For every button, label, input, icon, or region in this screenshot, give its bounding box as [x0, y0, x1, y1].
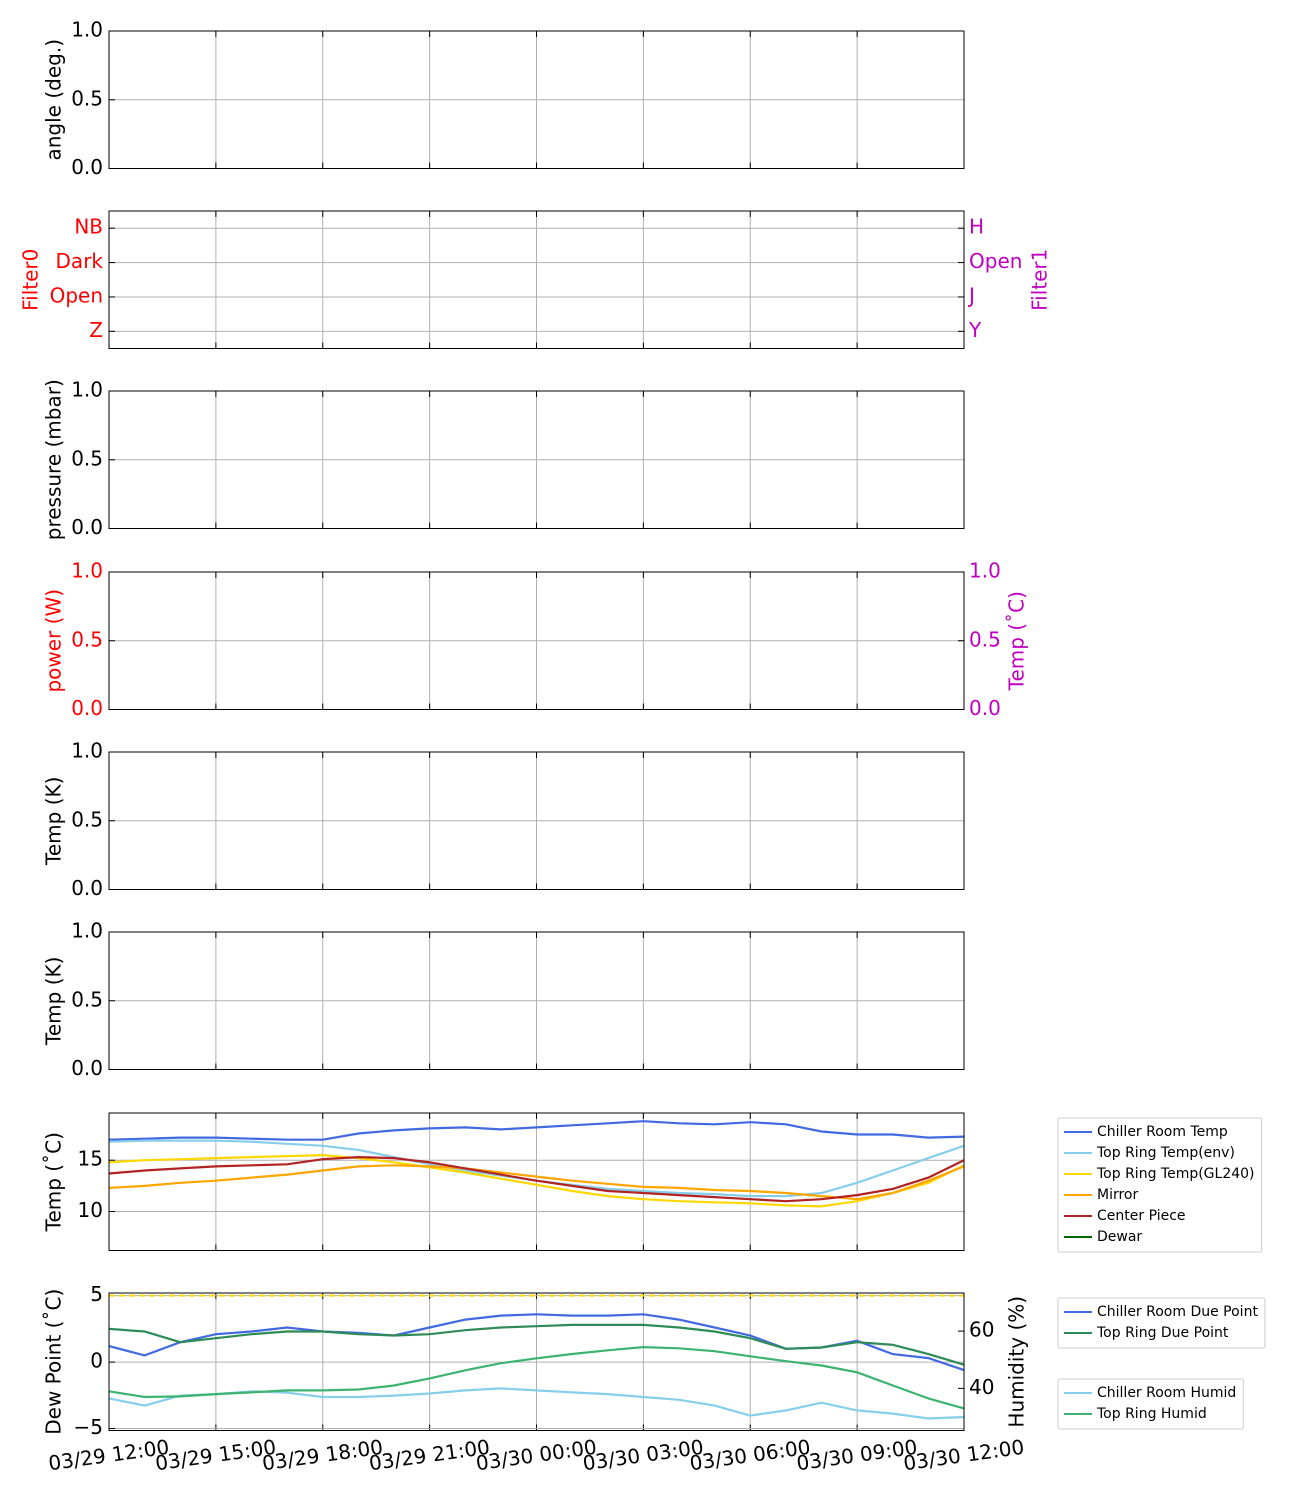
y-tick-label: 1.0	[71, 559, 103, 583]
plot-frame	[108, 30, 965, 169]
legend: Chiller Room Humid Top Ring Humid	[1057, 1378, 1244, 1430]
legend: Chiller Room Due Point Top Ring Due Point	[1057, 1297, 1266, 1349]
x-tick-label: 03/29 21:00	[368, 1435, 492, 1476]
panel: −5 0 5 40 60 Dew Point (˚C) Humidity (%) Chille…	[42, 1282, 1266, 1476]
y-axis-label: pressure (mbar)	[42, 379, 66, 540]
y-tick-label: 0.5	[71, 987, 103, 1011]
legend: Chiller Room Temp Top Ring Temp(env) Top R…	[1057, 1117, 1263, 1253]
y2-tick-label: 0.0	[969, 696, 1001, 720]
y-tick-label: Dark	[56, 249, 104, 273]
plot-frame	[108, 1292, 965, 1431]
x-tick-label: 03/29 12:00	[47, 1435, 171, 1476]
legend-label: Chiller Room Temp	[1097, 1124, 1228, 1140]
legend-box	[1057, 1378, 1244, 1430]
y-tick-label: 0.0	[71, 876, 103, 900]
y-tick-label: 0.5	[71, 446, 103, 470]
y-tick-label: 1.0	[71, 739, 103, 763]
y-tick-label: Z	[89, 318, 103, 342]
plot-frame	[108, 210, 965, 349]
legend-label: Chiller Room Humid	[1097, 1385, 1236, 1401]
y-axis-label: power (W)	[42, 589, 66, 693]
y-tick-label: Open	[50, 283, 103, 307]
y-axis-label: Temp (K)	[42, 957, 66, 1046]
series-line	[108, 1155, 965, 1203]
x-tick-label: 03/29 18:00	[261, 1435, 385, 1476]
series-line	[108, 1153, 965, 1208]
panel: 10 15 Temp (˚C) Chiller Room Temp Top Ring T…	[42, 1112, 1263, 1253]
legend-label: Top Ring Temp(env)	[1096, 1145, 1235, 1161]
legend-label: Center Piece	[1097, 1208, 1186, 1224]
y-tick-label: 0.0	[71, 696, 103, 720]
y2-tick-label: 1.0	[969, 559, 1001, 583]
legend-label: Top Ring Due Point	[1096, 1325, 1229, 1341]
x-tick-label: 03/30 12:00	[902, 1435, 1026, 1476]
plot-frame	[108, 390, 965, 529]
y2-tick-label: 0.5	[969, 627, 1001, 651]
y-tick-label: −5	[74, 1415, 103, 1439]
y-tick-label: 1.0	[71, 378, 103, 402]
y-tick-label: 0.5	[71, 86, 103, 110]
y-axis-label: Filter0	[19, 249, 43, 311]
y2-tick-label: H	[969, 215, 984, 239]
y-tick-label: 0.5	[71, 807, 103, 831]
legend-box	[1057, 1297, 1266, 1349]
y-tick-label: 10	[78, 1198, 103, 1222]
plot-frame	[108, 1112, 965, 1251]
legend-label: Top Ring Humid	[1096, 1406, 1207, 1422]
series-line	[108, 1323, 965, 1366]
y2-tick-label: Open	[969, 249, 1022, 273]
y-tick-label: 0	[90, 1349, 103, 1373]
y-axis-label: Dew Point (˚C)	[42, 1289, 66, 1435]
legend-box	[1057, 1117, 1263, 1253]
series-line	[108, 1345, 965, 1410]
legend-label: Chiller Room Due Point	[1097, 1304, 1258, 1320]
legend-label: Mirror	[1097, 1187, 1138, 1203]
series-line	[108, 1120, 965, 1141]
y-axis-label: Temp (˚C)	[42, 1132, 66, 1232]
y-tick-label: 0.0	[71, 1056, 103, 1080]
y-axis-label: angle (deg.)	[42, 39, 66, 161]
plot-frame	[108, 751, 965, 890]
y2-axis-label: Humidity (%)	[1005, 1296, 1029, 1428]
y-tick-label: 5	[90, 1282, 103, 1306]
y-tick-label: 1.0	[71, 18, 103, 42]
panel: Z Open Dark NB YJ Open H Filter0 Filter1	[19, 210, 1052, 349]
y-tick-label: 0.5	[71, 627, 103, 651]
y-tick-label: 1.0	[71, 919, 103, 943]
y-tick-label: 0.0	[71, 155, 103, 179]
x-tick-label: 03/30 09:00	[795, 1435, 919, 1476]
plot-frame	[108, 931, 965, 1070]
y2-tick-label: Y	[968, 318, 982, 342]
legend-label: Dewar	[1097, 1229, 1142, 1245]
y2-tick-label: J	[967, 283, 975, 307]
y-tick-label: 15	[78, 1147, 103, 1171]
plot-frame	[108, 571, 965, 710]
y-tick-label: 0.0	[71, 515, 103, 539]
y-axis-label: Temp (K)	[42, 777, 66, 866]
y2-tick-label: 40	[969, 1375, 994, 1399]
x-tick-label: 03/30 03:00	[581, 1435, 705, 1476]
x-tick-label: 03/30 06:00	[688, 1435, 812, 1476]
y-tick-label: NB	[74, 215, 103, 239]
y2-tick-label: 60	[969, 1318, 994, 1342]
y2-axis-label: Filter1	[1028, 249, 1052, 311]
x-tick-label: 03/29 15:00	[154, 1435, 278, 1476]
series-line	[108, 1164, 965, 1201]
y2-axis-label: Temp (˚C)	[1005, 591, 1029, 691]
x-tick-label: 03/30 00:00	[474, 1435, 598, 1476]
legend-label: Top Ring Temp(GL240)	[1096, 1166, 1255, 1182]
